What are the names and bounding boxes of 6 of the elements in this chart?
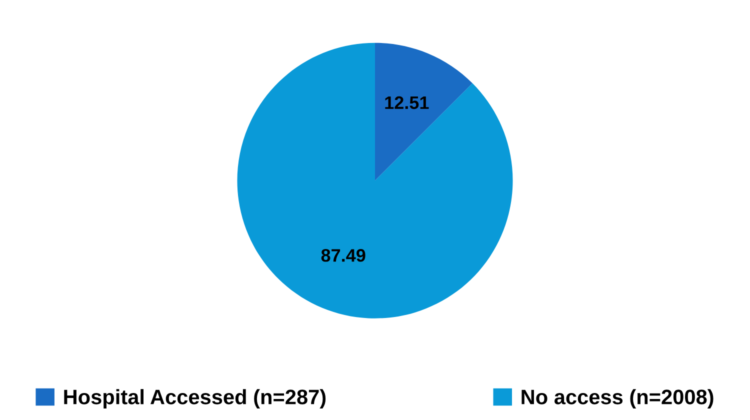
pie-slice [237, 42, 513, 318]
legend-label: Hospital Accessed (n=287) [64, 389, 326, 409]
data-label: 12.51 [385, 96, 429, 110]
pie-slice [375, 42, 472, 181]
legend-label: No access (n=2008) [522, 389, 714, 409]
data-label: 87.49 [321, 249, 366, 262]
